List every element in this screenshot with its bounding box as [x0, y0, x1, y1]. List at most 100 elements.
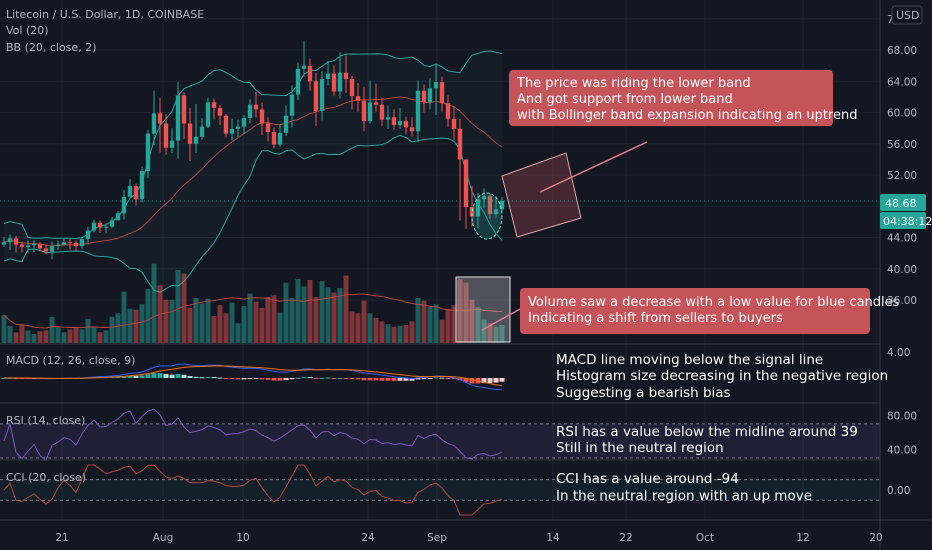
macd-histogram-bar — [481, 378, 487, 384]
currency-button[interactable]: USD — [891, 5, 923, 25]
volume-bar — [169, 299, 175, 343]
volume-indicator-label[interactable]: Vol (20) — [6, 24, 49, 37]
candle-body — [337, 72, 343, 92]
volume-bar — [319, 280, 325, 343]
macd-histogram-bar — [397, 378, 403, 381]
volume-bar — [7, 325, 13, 343]
rsi-annotation: RSI has a value below the midline around… — [556, 424, 858, 456]
candle-body — [271, 132, 277, 145]
macd-histogram-bar — [217, 377, 223, 379]
candle-body — [13, 238, 19, 245]
volume-bar — [433, 304, 439, 343]
candle-body — [415, 90, 421, 132]
macd-histogram-bar — [133, 375, 139, 378]
candle-body — [361, 100, 367, 122]
volume-bar — [481, 319, 487, 343]
volume-bar — [31, 334, 37, 343]
cci-indicator-label[interactable]: CCI (20, close) — [6, 471, 86, 484]
volume-bar — [97, 332, 103, 343]
volume-bar — [493, 326, 499, 343]
macd-indicator-label[interactable]: MACD (12, 26, close, 9) — [6, 354, 135, 367]
candle-body — [307, 65, 313, 82]
bb-note-line-3: with Bollinger band expansion indicating… — [517, 108, 858, 123]
currency-button-label[interactable]: USD — [896, 9, 920, 22]
macd-histogram-bar — [175, 374, 181, 378]
macd-histogram-bar — [469, 378, 475, 384]
support-highlight-ellipse[interactable] — [471, 192, 503, 240]
volume-bar — [127, 308, 133, 343]
bb-callout-box[interactable] — [509, 70, 833, 126]
macd-histogram-bar — [493, 378, 499, 383]
volume-bar — [73, 327, 79, 343]
volume-callout-box[interactable] — [520, 288, 870, 334]
macd-histogram-bar — [421, 378, 427, 379]
volume-bar — [55, 326, 61, 343]
volume-bar — [241, 306, 247, 343]
volume-bar — [247, 293, 253, 343]
macd-histogram-bar — [181, 374, 187, 378]
volume-bar — [67, 329, 73, 343]
volume-bar — [379, 321, 385, 343]
time-axis-label: 22 — [619, 532, 632, 544]
volume-bar — [325, 287, 331, 343]
cci-note-line-1: CCI has a value around -94 — [556, 471, 739, 487]
candle-body — [145, 133, 151, 172]
macd-histogram-bar — [463, 378, 469, 383]
drawn-rectangle[interactable] — [501, 152, 582, 238]
last-price-value: 48.68 — [885, 197, 917, 210]
time-axis-label: 14 — [546, 532, 560, 544]
price-axis-label: 40.00 — [887, 264, 917, 276]
volume-bar — [487, 323, 493, 343]
volume-bar — [283, 282, 289, 343]
volume-bar — [355, 313, 361, 343]
volume-bar — [217, 305, 223, 343]
volume-bar — [25, 330, 31, 343]
rsi-indicator-label[interactable]: RSI (14, close) — [6, 414, 85, 427]
volume-bar — [229, 302, 235, 343]
price-axis[interactable]: 72.0068.0064.0060.0056.0052.0048.0044.00… — [887, 14, 917, 497]
volume-bar — [265, 297, 271, 343]
candle-body — [151, 113, 157, 134]
candle-body — [67, 242, 73, 244]
macd-histogram-bar — [427, 378, 433, 379]
volume-bar — [1, 315, 7, 343]
bollinger-indicator-label[interactable]: BB (20, close, 2) — [6, 41, 97, 54]
volume-bar — [175, 270, 181, 343]
volume-annotation[interactable]: Volume saw a decrease with a low value f… — [455, 276, 900, 343]
macd-histogram-bar — [283, 378, 289, 381]
volume-bar — [349, 311, 355, 343]
candle-body — [409, 127, 415, 132]
volume-bar — [145, 289, 151, 343]
macd-histogram-bar — [259, 378, 265, 380]
macd-note-line-2: Histogram size decreasing in the negativ… — [556, 368, 888, 384]
volume-bar — [163, 299, 169, 343]
band-fill — [4, 51, 502, 293]
volume-bar — [121, 291, 127, 343]
candle-body — [181, 95, 187, 124]
candle-body — [457, 128, 463, 160]
volume-bar — [43, 330, 49, 343]
macd-histogram-bar — [265, 378, 271, 380]
candle-body — [499, 200, 505, 210]
candle-body — [223, 115, 229, 134]
macd-histogram-bar — [169, 374, 175, 378]
candle-body — [325, 73, 331, 79]
volume-bar — [409, 321, 415, 343]
currency-button-frame[interactable] — [891, 5, 923, 25]
symbol-title[interactable]: Litecoin / U.S. Dollar, 1D, COINBASE — [6, 8, 204, 21]
macd-histogram-bar — [499, 378, 505, 382]
candle-body — [157, 113, 163, 124]
volume-bar — [337, 288, 343, 343]
time-axis[interactable]: 21 Aug 10 24 Sep 14 22 Oct 12 20 — [55, 532, 882, 544]
macd-histogram-bar — [451, 378, 457, 379]
candle-body — [487, 196, 493, 215]
volume-highlight-box[interactable] — [455, 276, 511, 343]
time-axis-label: 20 — [869, 532, 882, 544]
macd-histogram-bar — [343, 378, 349, 379]
macd-histogram-bar — [487, 378, 493, 384]
macd-histogram-bar — [277, 378, 283, 381]
bb-annotation[interactable]: The price was riding the lower band And … — [471, 70, 858, 240]
macd-histogram-bar — [379, 378, 385, 381]
macd-histogram-bar — [373, 378, 379, 381]
